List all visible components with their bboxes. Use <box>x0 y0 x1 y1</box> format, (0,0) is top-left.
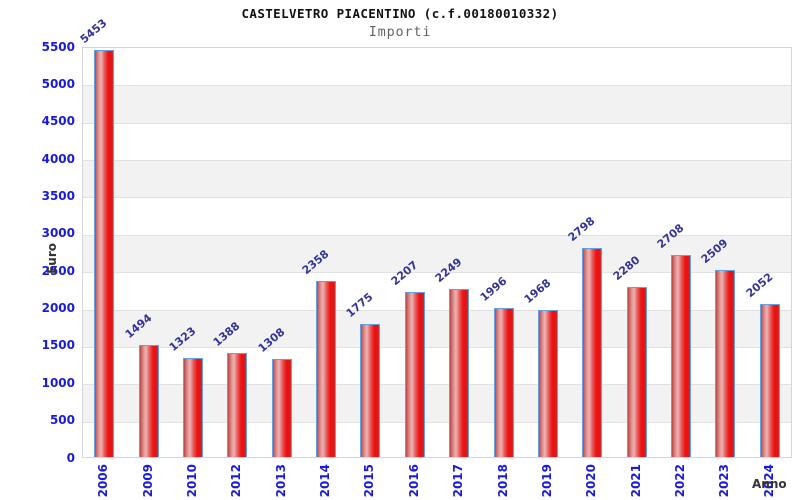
plot-band <box>83 85 791 123</box>
bar-2016 <box>404 292 425 457</box>
gridline <box>83 197 791 199</box>
x-tick-label: 2019 <box>539 464 554 498</box>
x-tick-label: 2021 <box>628 464 643 498</box>
bar-2006 <box>94 50 115 457</box>
y-tick-label: 4500 <box>41 114 75 129</box>
y-tick-label: 4000 <box>41 151 75 166</box>
x-tick-label: 2018 <box>495 464 510 498</box>
plot-band <box>83 123 791 160</box>
gridline <box>83 85 791 87</box>
gridline <box>83 346 791 348</box>
x-tick-label: 2010 <box>184 464 199 498</box>
x-tick-label: 2009 <box>140 464 155 498</box>
bar-2018 <box>493 308 514 457</box>
x-tick-label: 2014 <box>318 464 333 498</box>
y-tick-label: 5500 <box>41 39 75 54</box>
bar-2019 <box>537 310 558 457</box>
y-tick-label: 1000 <box>41 375 75 390</box>
bar-2020 <box>582 248 603 457</box>
x-tick-label: 2015 <box>362 464 377 498</box>
gridline <box>83 160 791 162</box>
y-tick-label: 1500 <box>41 338 75 353</box>
bar-2009 <box>138 345 159 457</box>
plot-area <box>82 47 792 458</box>
x-axis-title: Anno <box>752 477 787 491</box>
gridline <box>83 421 791 423</box>
bar-2015 <box>360 324 381 457</box>
bar-2023 <box>715 270 736 457</box>
x-tick-label: 2013 <box>273 464 288 498</box>
plot-band <box>83 48 791 85</box>
gridline <box>83 272 791 274</box>
chart-subtitle: Importi <box>368 24 432 40</box>
x-tick-label: 2016 <box>406 464 421 498</box>
bar-2022 <box>671 255 692 457</box>
x-tick-label: 2023 <box>717 464 732 498</box>
bar-2010 <box>182 358 203 457</box>
bar-2024 <box>759 304 780 457</box>
bar-2013 <box>271 359 292 457</box>
plot-band <box>83 160 791 198</box>
gridline <box>83 384 791 386</box>
gridline <box>83 309 791 311</box>
bar-2012 <box>227 353 248 457</box>
x-tick-label: 2006 <box>96 464 111 498</box>
bar-2017 <box>449 289 470 457</box>
x-tick-label: 2020 <box>584 464 599 498</box>
chart-title: CASTELVETRO PIACENTINO (c.f.00180010332) <box>241 6 559 21</box>
x-tick-label: 2022 <box>673 464 688 498</box>
y-tick-label: 3500 <box>41 188 75 203</box>
gridline <box>83 122 791 124</box>
bar-2014 <box>316 281 337 457</box>
y-tick-label: 500 <box>49 413 75 428</box>
y-tick-label: 0 <box>66 450 75 465</box>
y-tick-label: 2500 <box>41 263 75 278</box>
gridline <box>83 234 791 236</box>
y-tick-label: 3000 <box>41 226 75 241</box>
x-tick-label: 2012 <box>229 464 244 498</box>
y-tick-label: 5000 <box>41 76 75 91</box>
y-axis-title: Euro <box>45 243 59 274</box>
bar-2021 <box>626 287 647 457</box>
x-tick-label: 2017 <box>451 464 466 498</box>
y-tick-label: 2000 <box>41 301 75 316</box>
